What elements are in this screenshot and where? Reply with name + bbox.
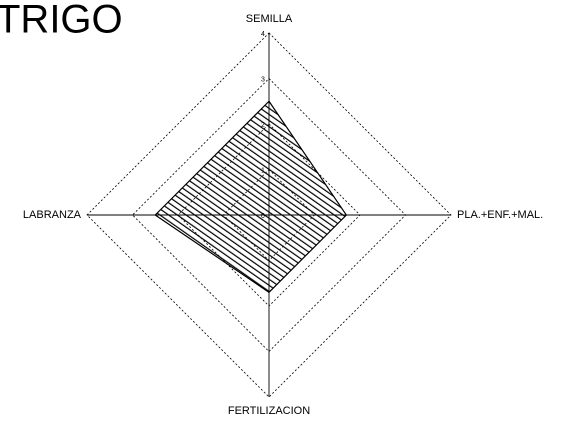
r-tick-label: 1 xyxy=(261,167,265,174)
r-tick-label: 0 xyxy=(261,213,265,220)
r-tick-label: 2 xyxy=(261,122,265,129)
axis-label: FERTILIZACION xyxy=(228,405,310,417)
axis-label: PLA.+ENF.+MAL. xyxy=(457,209,543,221)
axis-label: SEMILLA xyxy=(246,13,293,25)
r-tick-label: 3 xyxy=(261,76,265,83)
grid-ring xyxy=(131,77,407,353)
radar-area xyxy=(154,100,348,294)
chart-title: TRIGO xyxy=(0,0,123,42)
grid-ring xyxy=(86,32,452,398)
axis-label: LABRANZA xyxy=(23,209,82,221)
r-tick-label: 4 xyxy=(261,31,265,38)
